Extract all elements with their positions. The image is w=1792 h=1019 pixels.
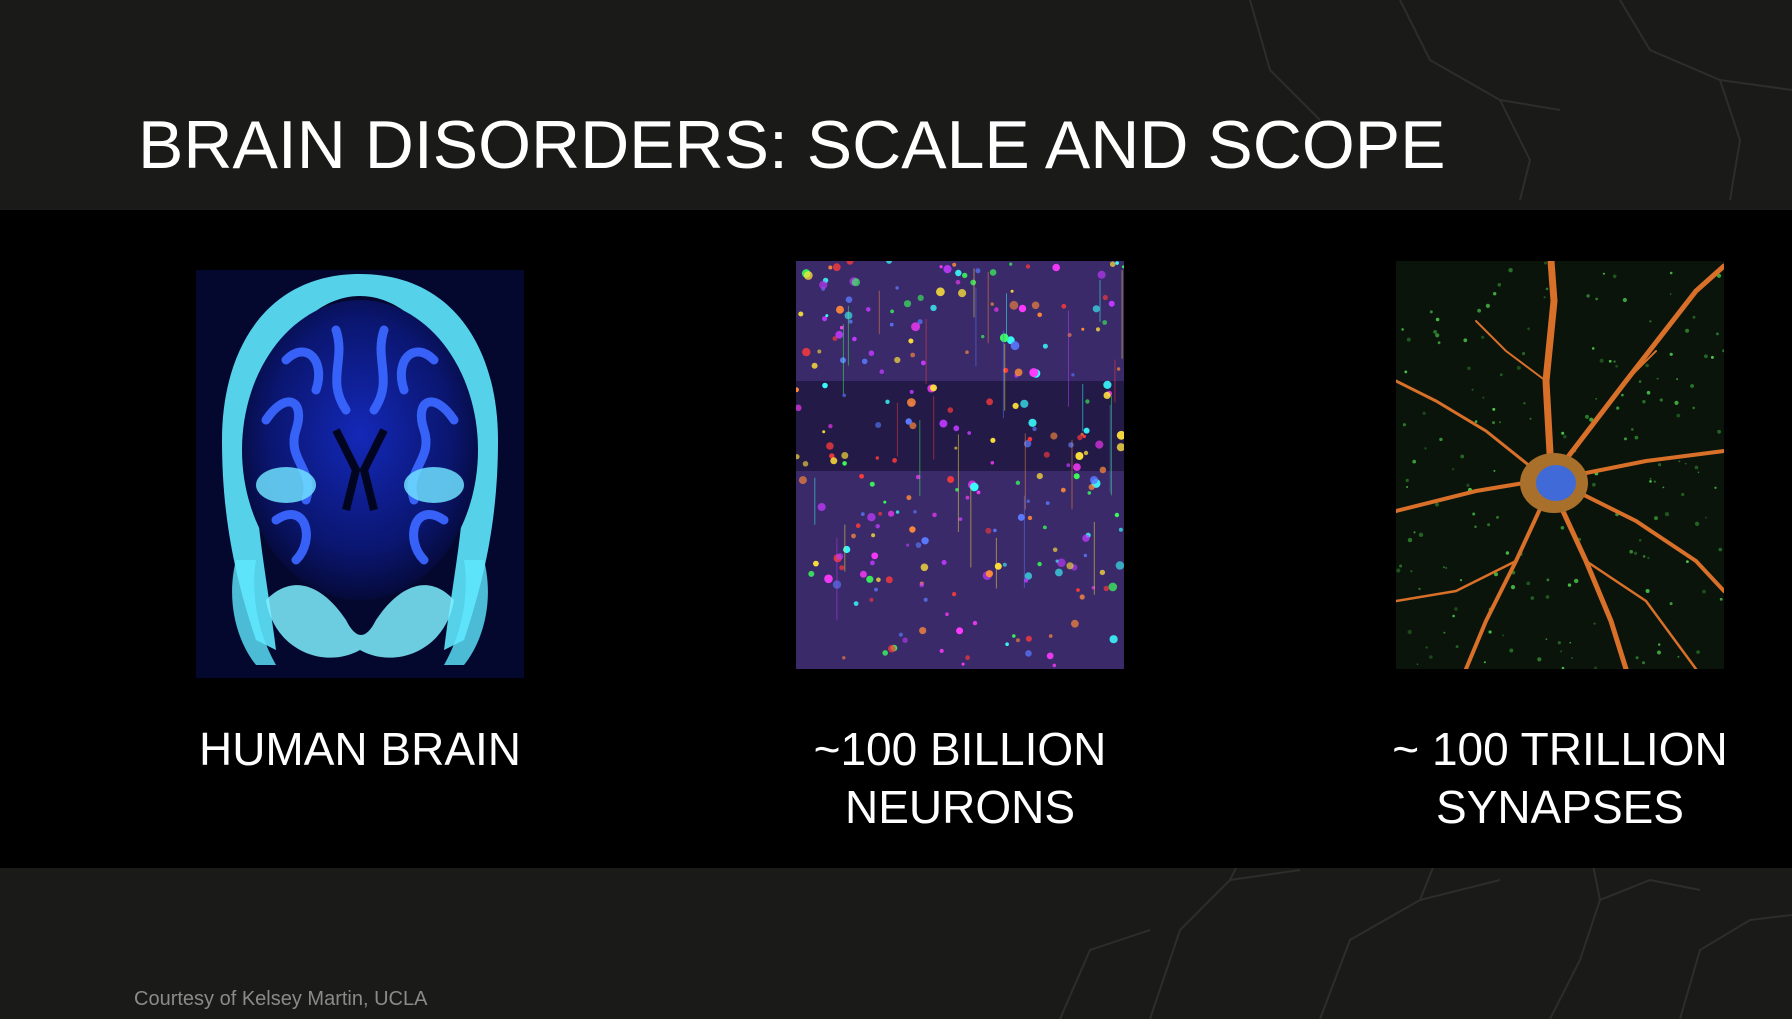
panel-human-brain: HUMAN BRAIN [160,210,560,868]
caption-human-brain: HUMAN BRAIN [160,720,560,778]
image-credit: Courtesy of Kelsey Martin, UCLA [134,988,428,1010]
content-band: HUMAN BRAIN ~100 BILLION NEURONS [0,210,1792,868]
caption-line: HUMAN BRAIN [198,723,522,775]
caption-line: NEURONS [844,781,1076,833]
caption-line: ~ 100 TRILLION [1392,723,1728,775]
caption-line: SYNAPSES [1436,781,1684,833]
caption-neurons: ~100 BILLION NEURONS [760,720,1160,836]
caption-synapses: ~ 100 TRILLION SYNAPSES [1360,720,1760,836]
caption-line: ~100 BILLION [813,723,1107,775]
header-band: BRAIN DISORDERS: SCALE AND SCOPE [0,0,1792,210]
slide-title: BRAIN DISORDERS: SCALE AND SCOPE [138,107,1446,183]
brain-mri-scan-image [196,270,524,678]
panel-synapses: ~ 100 TRILLION SYNAPSES [1360,210,1760,868]
panel-neurons: ~100 BILLION NEURONS [760,210,1160,868]
single-neuron-micrograph-image [1396,261,1724,669]
neuron-tissue-micrograph-image [796,261,1124,669]
